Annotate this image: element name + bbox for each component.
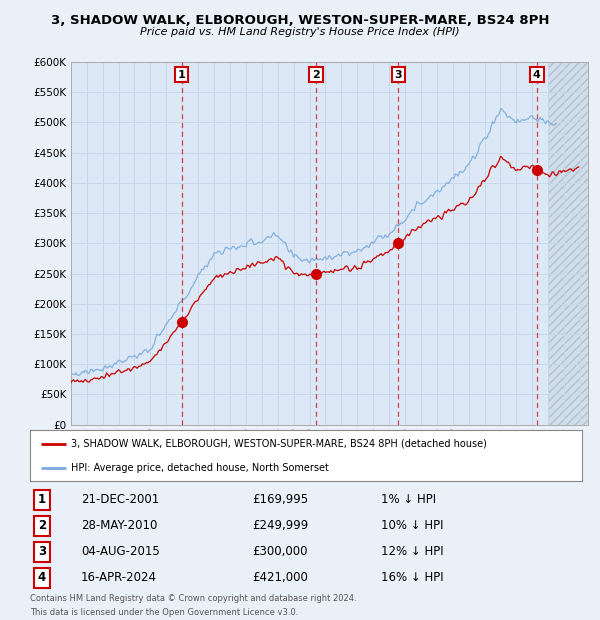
Text: 16-APR-2024: 16-APR-2024 xyxy=(81,572,157,584)
Text: Price paid vs. HM Land Registry's House Price Index (HPI): Price paid vs. HM Land Registry's House … xyxy=(140,27,460,37)
Text: 3: 3 xyxy=(395,69,402,80)
Text: £249,999: £249,999 xyxy=(252,520,308,532)
Text: 4: 4 xyxy=(533,69,541,80)
Text: 04-AUG-2015: 04-AUG-2015 xyxy=(81,546,160,558)
Text: 1: 1 xyxy=(178,69,185,80)
Text: HPI: Average price, detached house, North Somerset: HPI: Average price, detached house, Nort… xyxy=(71,463,329,473)
Text: 12% ↓ HPI: 12% ↓ HPI xyxy=(381,546,443,558)
Text: 1: 1 xyxy=(38,494,46,506)
Text: 21-DEC-2001: 21-DEC-2001 xyxy=(81,494,159,506)
Text: 2: 2 xyxy=(312,69,320,80)
Text: £169,995: £169,995 xyxy=(252,494,308,506)
Text: Contains HM Land Registry data © Crown copyright and database right 2024.: Contains HM Land Registry data © Crown c… xyxy=(30,594,356,603)
Text: 1% ↓ HPI: 1% ↓ HPI xyxy=(381,494,436,506)
Text: 3, SHADOW WALK, ELBOROUGH, WESTON-SUPER-MARE, BS24 8PH: 3, SHADOW WALK, ELBOROUGH, WESTON-SUPER-… xyxy=(51,14,549,27)
Text: £421,000: £421,000 xyxy=(252,572,308,584)
Text: 10% ↓ HPI: 10% ↓ HPI xyxy=(381,520,443,532)
Text: 3: 3 xyxy=(38,546,46,558)
Text: 3, SHADOW WALK, ELBOROUGH, WESTON-SUPER-MARE, BS24 8PH (detached house): 3, SHADOW WALK, ELBOROUGH, WESTON-SUPER-… xyxy=(71,439,487,449)
Text: 28-MAY-2010: 28-MAY-2010 xyxy=(81,520,157,532)
Text: 4: 4 xyxy=(38,572,46,584)
Bar xyxy=(548,62,588,425)
Text: £300,000: £300,000 xyxy=(252,546,308,558)
Text: This data is licensed under the Open Government Licence v3.0.: This data is licensed under the Open Gov… xyxy=(30,608,298,617)
Text: 2: 2 xyxy=(38,520,46,532)
Text: 16% ↓ HPI: 16% ↓ HPI xyxy=(381,572,443,584)
Bar xyxy=(548,62,588,425)
